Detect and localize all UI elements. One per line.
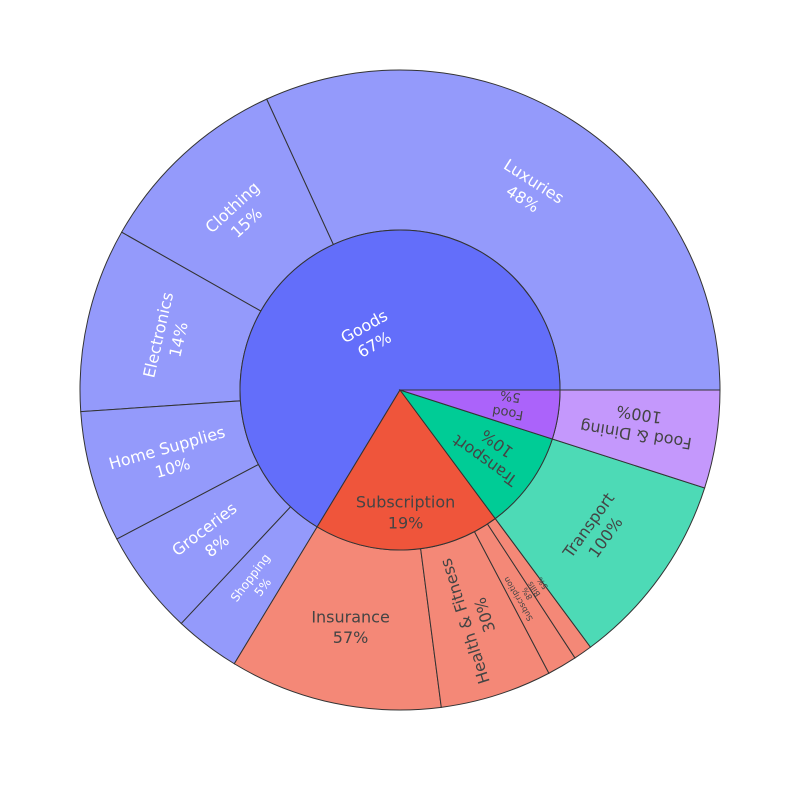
sunburst-chart: Goods67% Luxuries48% Clothing15% Electronic… (0, 0, 800, 800)
sunburst-svg: Goods67%Luxuries48%Clothing15%Electronic… (0, 0, 800, 800)
